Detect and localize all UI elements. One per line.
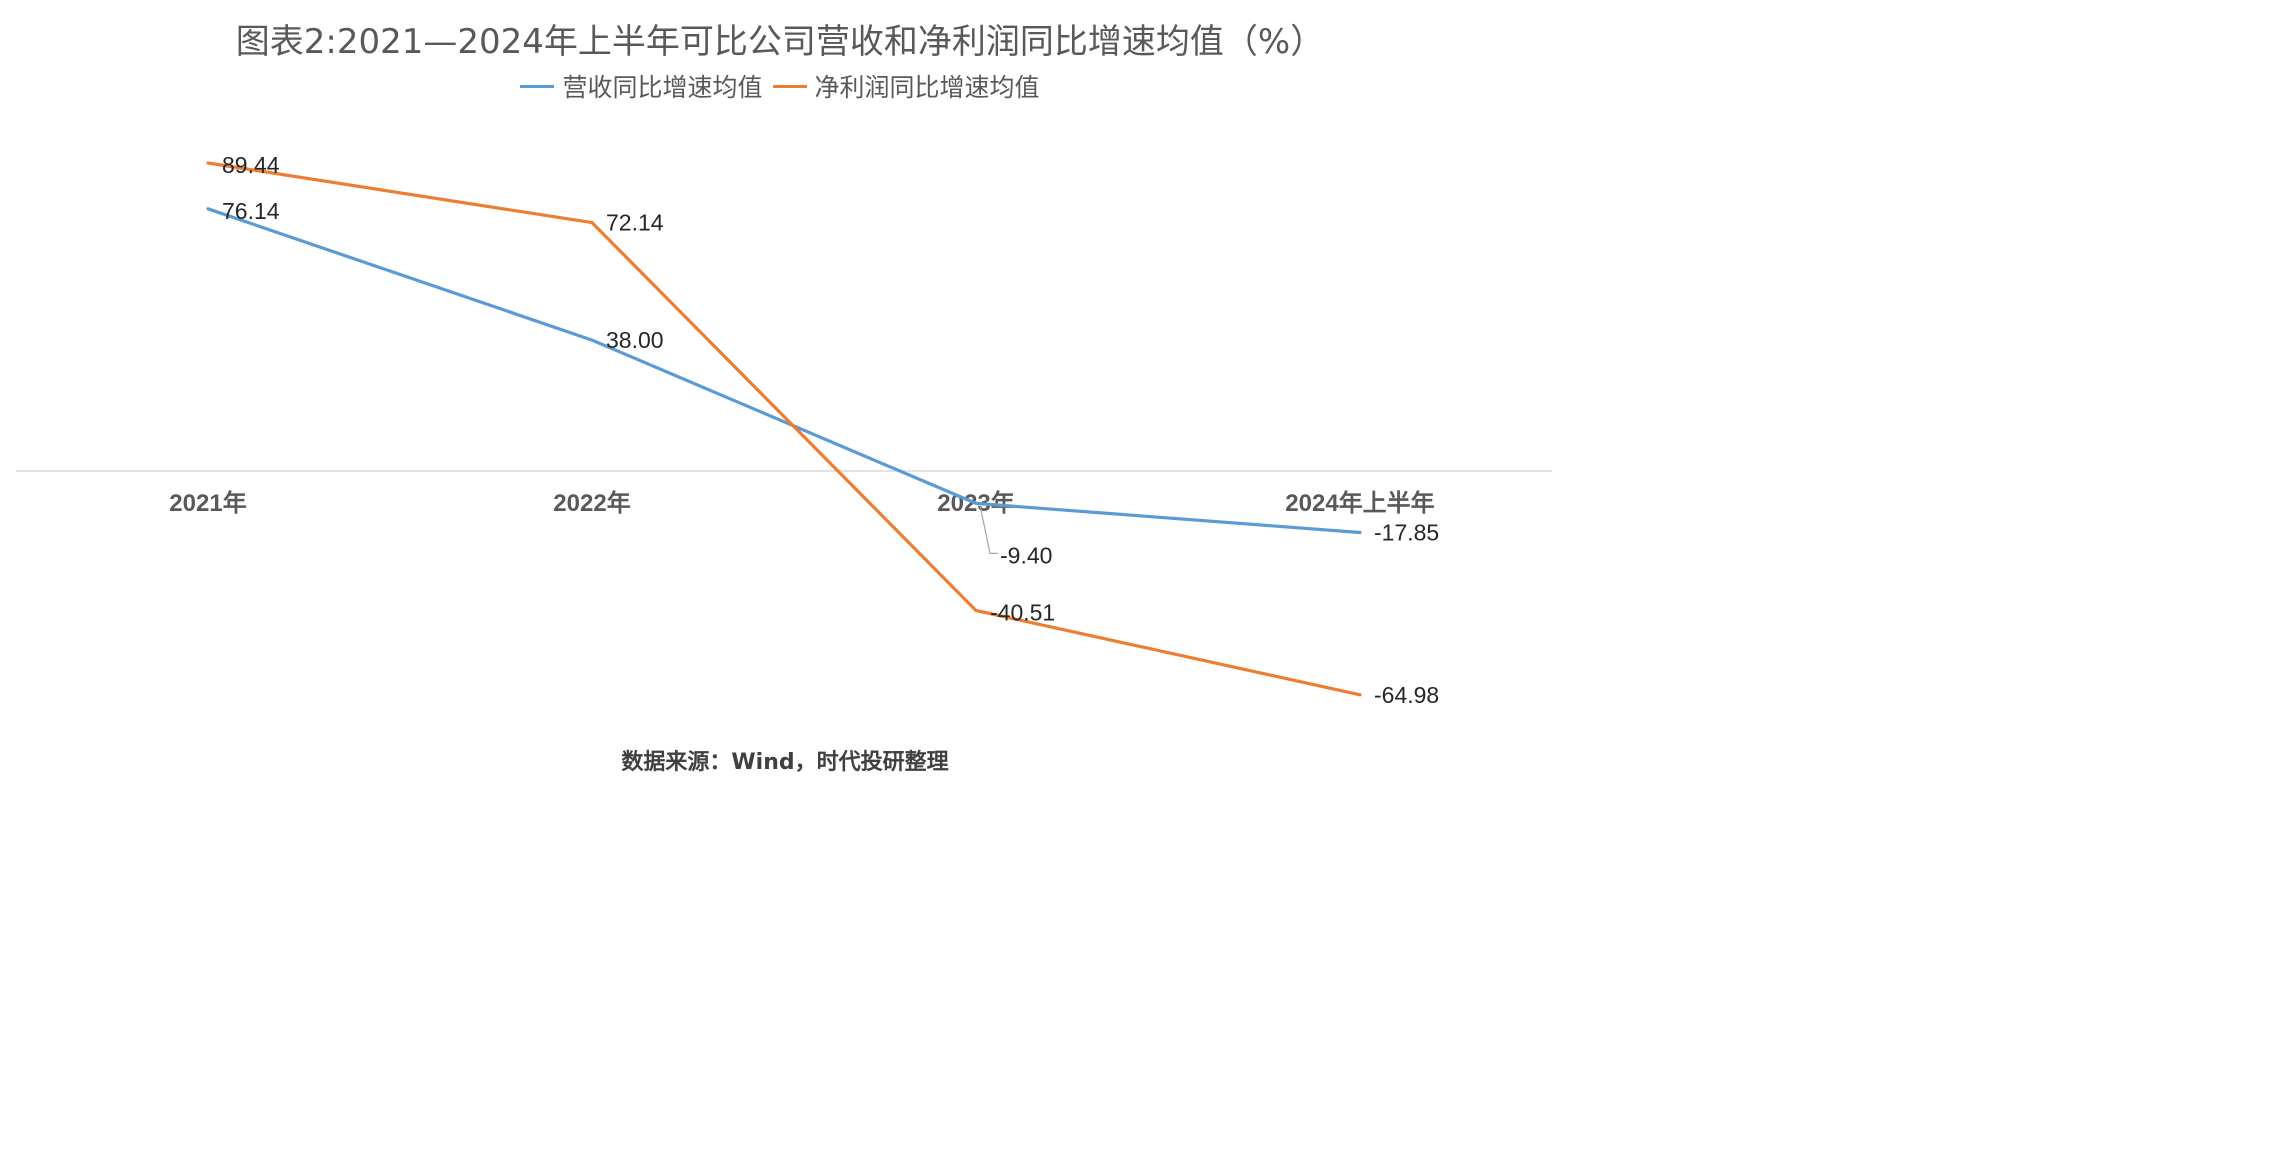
data-label: -40.51 xyxy=(990,600,1055,626)
legend-swatch-revenue xyxy=(520,84,555,88)
x-tick-label: 2024年上半年 xyxy=(1285,489,1434,517)
data-label: 76.14 xyxy=(222,198,280,224)
data-label: 89.44 xyxy=(222,152,280,178)
data-label: -64.98 xyxy=(1374,682,1439,708)
source-note: 数据来源：Wind，时代投研整理 xyxy=(621,750,949,775)
label-layer: 76.14 38.00 -9.40 -17.85 89.44 72.14 -40.51 -64… xyxy=(222,152,1439,708)
chart-title: 图表2:2021—2024年上半年可比公司营收和净利润同比增速均值（%） xyxy=(235,22,1325,62)
legend-item-revenue[interactable]: 营收同比增速均值 xyxy=(520,68,763,104)
data-label: -9.40 xyxy=(1000,542,1052,568)
legend-label-net-profit: 净利润同比增速均值 xyxy=(814,73,1040,102)
data-label: 72.14 xyxy=(606,210,664,236)
data-label: -17.85 xyxy=(1374,519,1439,545)
series-line-revenue xyxy=(206,207,1362,535)
line-chart-plot: 2021年 2022年 2023年 2024年上半年 76.1438.00-9.40-… xyxy=(16,152,1552,708)
data-label: 38.00 xyxy=(606,327,664,353)
legend-swatch-net-profit xyxy=(772,84,807,88)
series-layer xyxy=(206,161,1362,697)
legend-label-revenue: 营收同比增速均值 xyxy=(562,73,763,102)
label-leader-line xyxy=(979,505,998,554)
series-line-net-profit xyxy=(206,161,1362,697)
x-tick-label: 2021年 xyxy=(169,489,246,517)
axis-layer: 2021年 2022年 2023年 2024年上半年 xyxy=(16,470,1552,517)
legend: 营收同比增速均值 净利润同比增速均值 xyxy=(0,68,1560,104)
legend-item-net-profit[interactable]: 净利润同比增速均值 xyxy=(772,68,1040,104)
x-tick-label: 2022年 xyxy=(553,489,630,517)
